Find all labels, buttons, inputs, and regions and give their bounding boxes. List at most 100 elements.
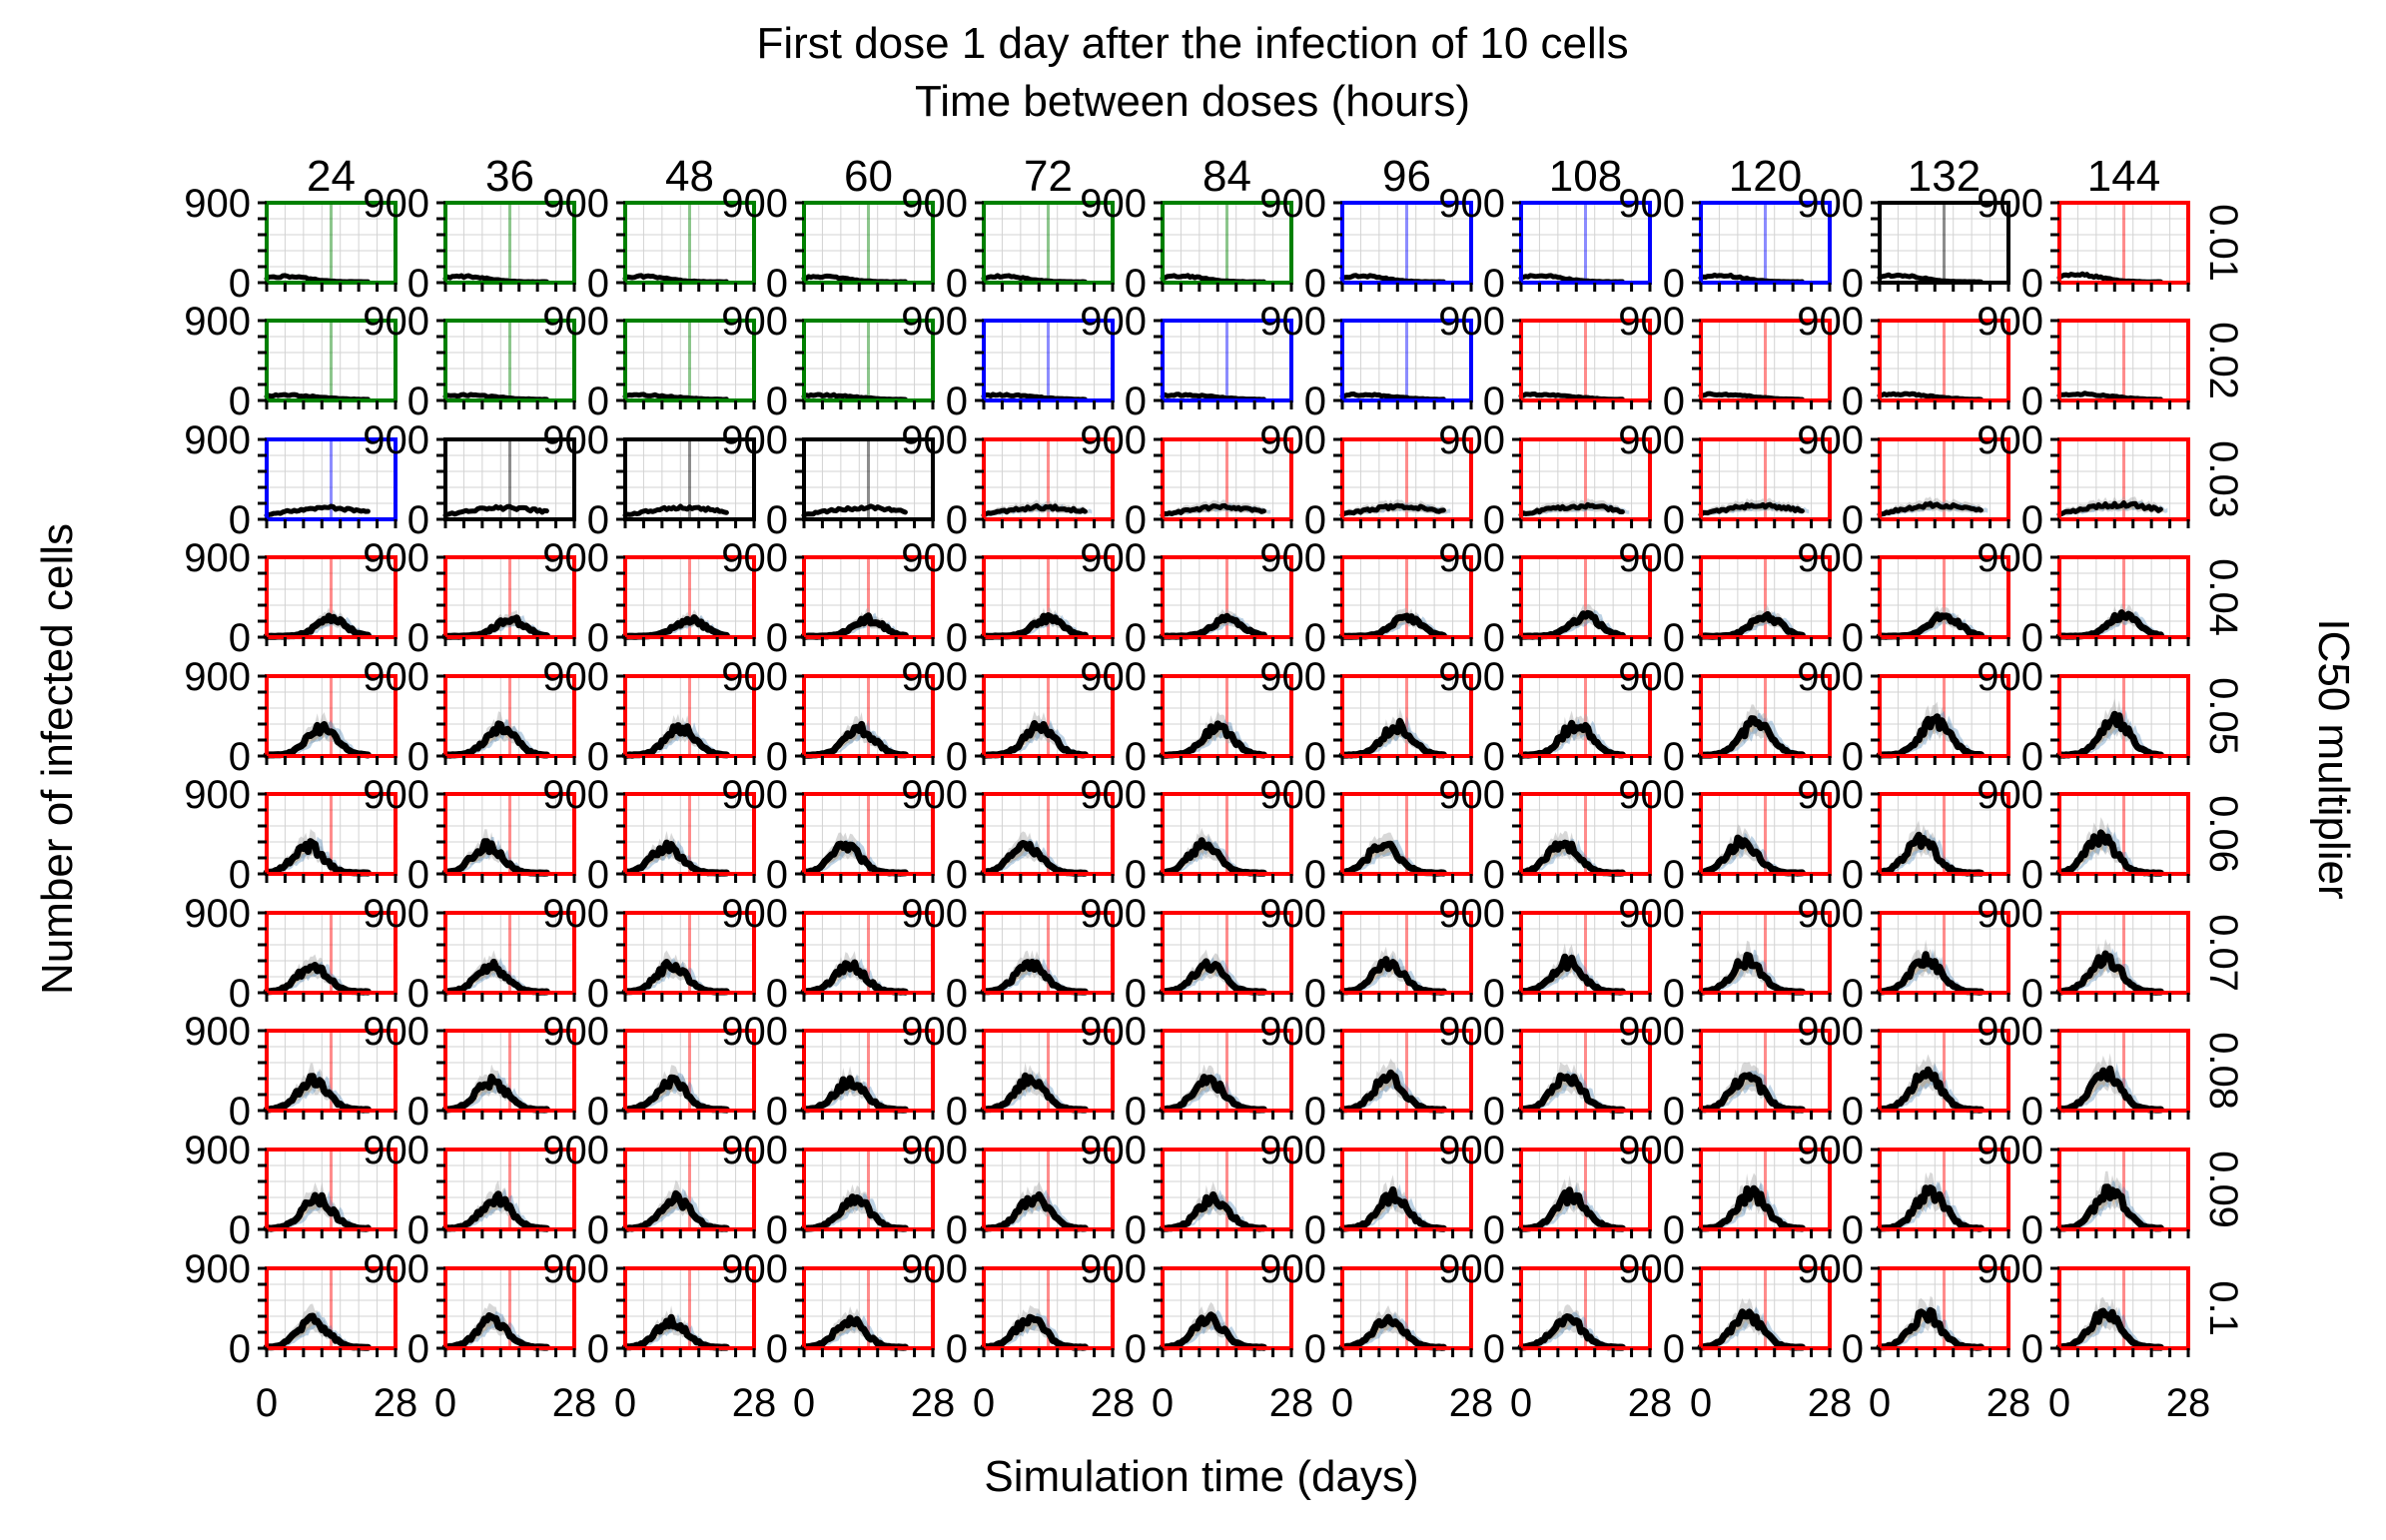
y-tick-label-top: 900 [1797, 655, 1864, 699]
series-mean-line [1697, 1308, 1806, 1351]
subplot-frame [443, 792, 576, 876]
subplot-r2-c6: 900 0 [1259, 418, 1473, 542]
y-tick-label-top: 900 [901, 182, 968, 226]
subplot-frame [1161, 911, 1293, 995]
y-tick-label-zero: 0 [2021, 498, 2043, 542]
subplot-frame [1340, 1266, 1473, 1350]
x-tick-label-start: 0 [256, 1381, 278, 1425]
series-band-orange [1704, 613, 1806, 637]
series-mean-line [2055, 950, 2164, 996]
subplot-r2-c5: 900 0 [1080, 418, 1293, 542]
series-mean-line [441, 1190, 550, 1232]
y-tick-label-top: 900 [901, 1247, 968, 1291]
subplot-r9-c1: 900 00 28 [363, 1247, 596, 1425]
subplot-frame [1340, 1029, 1473, 1113]
y-tick-label-zero: 0 [587, 498, 609, 542]
y-tick-label-top: 900 [1438, 1247, 1505, 1291]
y-tick-label-zero: 0 [587, 380, 609, 423]
subplot-r4-c6: 900 0 [1259, 655, 1473, 779]
series-mean-line [2055, 1183, 2164, 1232]
y-tick-label-zero: 0 [1483, 380, 1505, 423]
y-tick-label-zero: 0 [407, 853, 429, 897]
subplot-r0-c7: 900 0 108 [1438, 152, 1652, 306]
series-band-blue [1886, 611, 1988, 637]
series-mean-line [1697, 611, 1806, 640]
y-tick-label-zero: 0 [1663, 1327, 1685, 1371]
x-tick-label-start: 0 [793, 1381, 815, 1425]
y-tick-label-top: 900 [1618, 1129, 1685, 1172]
y-tick-label-zero: 0 [587, 1208, 609, 1252]
series-mean-line [1517, 953, 1626, 996]
x-tick-label-end: 28 [1091, 1381, 1136, 1425]
series-band-orange [1883, 952, 1985, 993]
subplot-r1-c9: 900 0 [1797, 300, 2010, 423]
series-mean-line [621, 1189, 730, 1232]
y-tick-label-top: 900 [1977, 536, 2043, 580]
y-tick-label-top: 900 [1438, 773, 1505, 817]
row-label-0.05: 0.05 [2201, 677, 2245, 755]
y-tick-label-top: 900 [1080, 1129, 1147, 1172]
subplot-frame [2057, 437, 2190, 521]
subplot-r9-c4: 900 00 28 [901, 1247, 1135, 1425]
y-tick-label-zero: 0 [407, 1208, 429, 1252]
y-tick-label-top: 900 [1618, 418, 1685, 462]
y-tick-label-zero: 0 [1842, 262, 1864, 306]
subplot-r7-c4: 900 0 [901, 1010, 1115, 1134]
y-tick-label-zero: 0 [1663, 1090, 1685, 1134]
y-tick-label-top: 900 [363, 536, 429, 580]
series-band-blue [273, 719, 376, 756]
subplot-frame [802, 201, 935, 285]
y-tick-label-zero: 0 [587, 972, 609, 1016]
subplot-frame [1878, 792, 2010, 876]
subplot-r1-c7: 900 0 [1438, 300, 1652, 423]
subplot-r3-c9: 900 0 [1797, 536, 2010, 660]
subplot-r5-c10: 900 0 0.06 [1977, 773, 2245, 897]
y-tick-label-zero: 0 [229, 853, 251, 897]
y-tick-label-zero: 0 [1304, 1327, 1326, 1371]
series-mean-line [1876, 1066, 1985, 1114]
y-tick-label-zero: 0 [1663, 498, 1685, 542]
subplot-r4-c8: 900 0 [1618, 655, 1832, 779]
y-tick-label-top: 900 [363, 1010, 429, 1054]
subplot-r3-c5: 900 0 [1080, 536, 1293, 660]
y-tick-label-top: 900 [721, 418, 788, 462]
x-tick-label-start: 0 [1510, 1381, 1532, 1425]
subplot-r6-c9: 900 0 [1797, 892, 2010, 1016]
series-mean-line [441, 1312, 550, 1351]
y-tick-label-zero: 0 [1842, 735, 1864, 779]
subplot-r3-c6: 900 0 [1259, 536, 1473, 660]
subplot-frame [982, 911, 1115, 995]
column-label-120: 120 [1729, 152, 1802, 201]
series-band-orange [1166, 1313, 1267, 1348]
y-tick-label-top: 900 [1080, 418, 1147, 462]
subplot-r1-c10: 900 0 0.02 [1977, 300, 2245, 423]
subplot-r6-c10: 900 0 0.07 [1977, 892, 2245, 1016]
subplot-r8-c3: 900 0 [721, 1129, 935, 1252]
subplot-r8-c8: 900 0 [1618, 1129, 1832, 1252]
subplot-frame [1519, 1148, 1652, 1231]
series-mean-line [980, 1313, 1089, 1351]
series-band-blue [451, 1072, 554, 1111]
y-tick-label-zero: 0 [1125, 1208, 1147, 1252]
y-tick-label-top: 900 [542, 418, 609, 462]
y-tick-label-zero: 0 [1483, 972, 1505, 1016]
column-label-132: 132 [1908, 152, 1981, 201]
series-band-grey [1880, 1171, 1982, 1229]
subplot-r8-c6: 900 0 [1259, 1129, 1473, 1252]
subplot-r4-c7: 900 0 [1438, 655, 1652, 779]
subplot-r2-c1: 900 0 [363, 418, 576, 542]
x-tick-label-start: 0 [2048, 1381, 2070, 1425]
y-tick-label-zero: 0 [1304, 853, 1326, 897]
series-band-blue [1348, 716, 1451, 756]
y-tick-label-top: 900 [1977, 300, 2043, 344]
series-band-blue [1707, 611, 1810, 637]
y-tick-label-top: 900 [1797, 1247, 1864, 1291]
y-tick-label-top: 900 [1438, 300, 1505, 344]
subplot-r0-c6: 900 0 96 [1259, 152, 1473, 306]
y-tick-label-top: 900 [1438, 892, 1505, 936]
subplot-frame [982, 1029, 1115, 1113]
subplot-frame [443, 1266, 576, 1350]
y-tick-label-top: 900 [721, 300, 788, 344]
series-band-blue [1348, 1183, 1451, 1229]
y-tick-label-zero: 0 [587, 1090, 609, 1134]
